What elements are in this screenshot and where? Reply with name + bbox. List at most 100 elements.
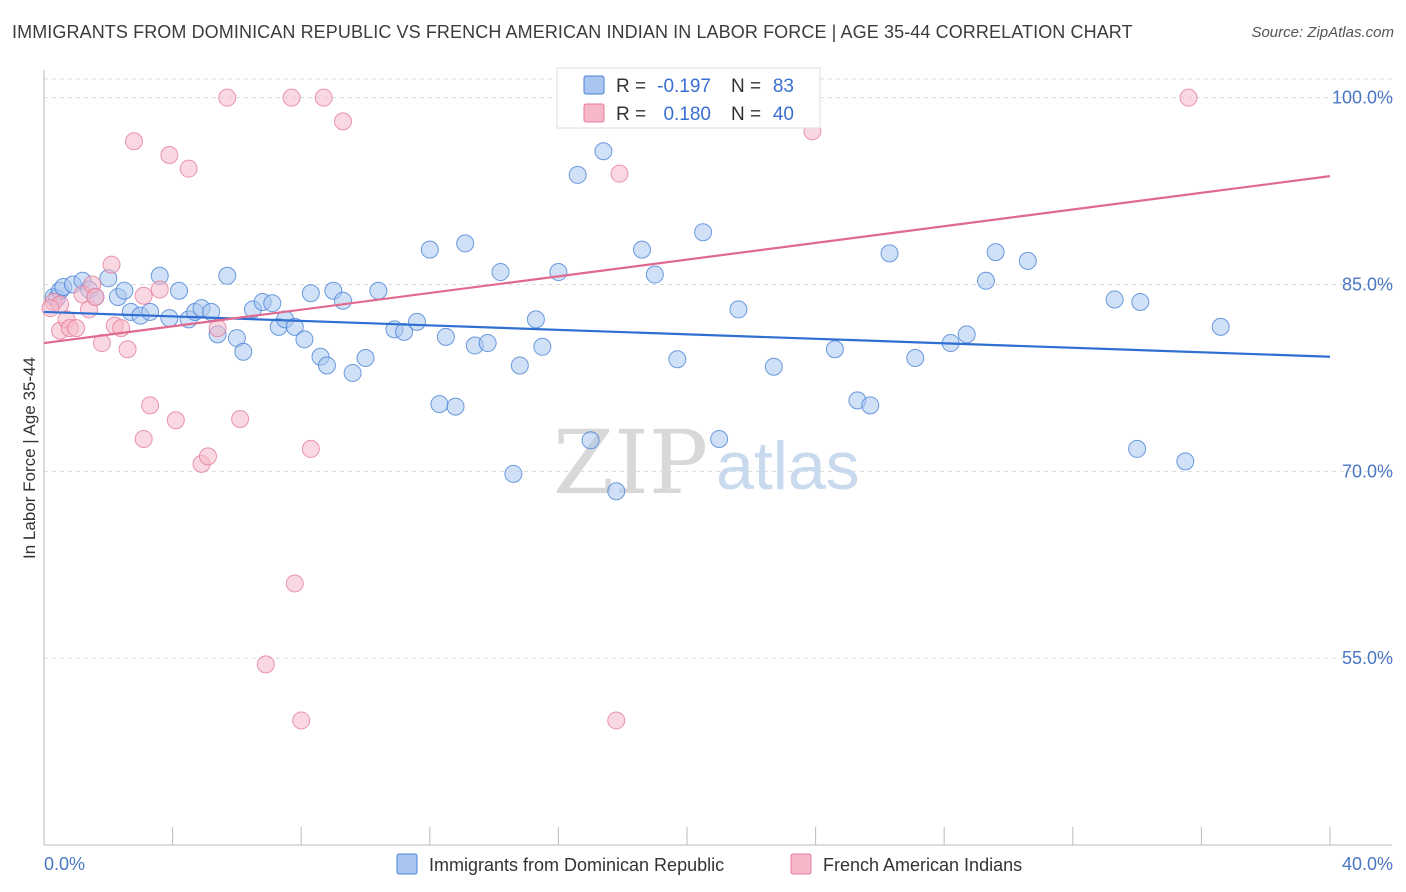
- point-dominican: [170, 281, 189, 300]
- point-dominican: [395, 322, 414, 341]
- point-dominican: [825, 340, 844, 359]
- bottom-legend-swatch-blue: [396, 853, 418, 875]
- watermark-zip: ZIP: [553, 411, 708, 514]
- point-dominican: [491, 263, 510, 282]
- y-tick-label: 100.0%: [1332, 88, 1393, 108]
- watermark: ZIP atlas: [553, 411, 860, 514]
- point-dominican: [1131, 292, 1150, 311]
- point-dominican: [1105, 290, 1124, 309]
- point-dominican: [976, 271, 995, 290]
- point-dominican: [436, 327, 455, 346]
- point-dominican: [1128, 439, 1147, 458]
- legend-n-value-2: 40: [773, 104, 794, 125]
- point-french-american-indian: [256, 655, 275, 674]
- legend-n-label-2: N =: [731, 104, 761, 125]
- point-dominican: [986, 243, 1005, 262]
- point-french-american-indian: [134, 286, 153, 305]
- top-legend: R = -0.197 N = 83 R = 0.180 N = 40: [556, 67, 821, 129]
- point-dominican: [420, 240, 439, 259]
- point-dominican: [906, 348, 925, 367]
- point-dominican: [861, 396, 880, 415]
- point-dominican: [957, 325, 976, 344]
- y-tick-label: 70.0%: [1342, 461, 1393, 481]
- point-french-american-indian: [198, 447, 217, 466]
- point-dominican: [478, 334, 497, 353]
- point-french-american-indian: [301, 439, 320, 458]
- grid-lines: [44, 78, 1392, 659]
- point-dominican: [607, 482, 626, 501]
- legend-r-label-2: R =: [616, 104, 646, 125]
- y-tick-label: 85.0%: [1342, 275, 1393, 295]
- trend-line-french-american-indian: [43, 175, 1331, 345]
- y-tick-label: 55.0%: [1342, 648, 1393, 668]
- point-dominican: [526, 310, 545, 329]
- point-dominican: [263, 294, 282, 313]
- point-french-american-indian: [607, 711, 626, 730]
- point-dominican: [729, 300, 748, 319]
- point-dominican: [430, 395, 449, 414]
- point-french-american-indian: [333, 112, 352, 131]
- point-dominican: [533, 337, 552, 356]
- point-dominican: [343, 363, 362, 382]
- source-label: Source: ZipAtlas.com: [1251, 24, 1394, 41]
- point-dominican: [1176, 452, 1195, 471]
- point-dominican: [115, 281, 134, 300]
- point-dominican: [581, 431, 600, 450]
- trend-lines: [43, 175, 1331, 358]
- point-french-american-indian: [67, 319, 86, 338]
- point-dominican: [456, 234, 475, 253]
- point-dominican: [764, 357, 783, 376]
- point-dominican: [632, 240, 651, 259]
- chart-title: IMMIGRANTS FROM DOMINICAN REPUBLIC VS FR…: [12, 22, 1133, 42]
- point-dominican: [594, 142, 613, 161]
- point-dominican: [333, 291, 352, 310]
- point-french-american-indian: [41, 299, 60, 318]
- point-french-american-indian: [102, 255, 121, 274]
- legend-swatch-blue: [583, 75, 605, 95]
- point-dominican: [1018, 251, 1037, 270]
- x-tick-label: 0.0%: [44, 854, 85, 874]
- watermark-atlas: atlas: [716, 428, 860, 504]
- point-french-american-indian: [314, 88, 333, 107]
- point-french-american-indian: [86, 287, 105, 306]
- bottom-legend-label-1: Immigrants from Dominican Republic: [429, 855, 724, 875]
- point-french-american-indian: [125, 132, 144, 151]
- legend-n-value-1: 83: [773, 76, 794, 97]
- point-dominican: [285, 317, 304, 336]
- point-dominican: [407, 312, 426, 331]
- point-dominican: [694, 223, 713, 242]
- point-dominican: [317, 356, 336, 375]
- point-dominican: [295, 330, 314, 349]
- point-dominican: [446, 397, 465, 416]
- point-dominican: [645, 265, 664, 284]
- legend-r-value-2: 0.180: [663, 104, 711, 125]
- point-french-american-indian: [150, 280, 169, 299]
- point-french-american-indian: [134, 429, 153, 448]
- point-dominican: [301, 284, 320, 303]
- point-french-american-indian: [282, 88, 301, 107]
- legend-r-label-1: R =: [616, 76, 646, 97]
- point-french-american-indian: [166, 411, 185, 430]
- data-points: [41, 88, 1230, 730]
- point-french-american-indian: [1179, 88, 1198, 107]
- point-dominican: [160, 309, 179, 328]
- point-french-american-indian: [610, 164, 629, 183]
- point-french-american-indian: [231, 410, 250, 429]
- y-axis-title: In Labor Force | Age 35-44: [20, 357, 39, 559]
- point-dominican: [356, 348, 375, 367]
- point-dominican: [568, 165, 587, 184]
- legend-swatch-pink: [583, 103, 605, 123]
- point-dominican: [668, 350, 687, 369]
- bottom-legend-swatch-pink: [790, 853, 812, 875]
- point-french-american-indian: [285, 574, 304, 593]
- point-french-american-indian: [292, 711, 311, 730]
- point-dominican: [1211, 317, 1230, 336]
- point-dominican: [141, 302, 160, 321]
- legend-r-value-1: -0.197: [657, 76, 711, 97]
- point-dominican: [510, 356, 529, 375]
- tick-labels: 55.0% 70.0% 85.0% 100.0% 0.0% 40.0%: [44, 88, 1393, 874]
- bottom-legend: Immigrants from Dominican Republic Frenc…: [396, 853, 1022, 875]
- point-french-american-indian: [160, 145, 179, 164]
- point-french-american-indian: [118, 340, 137, 359]
